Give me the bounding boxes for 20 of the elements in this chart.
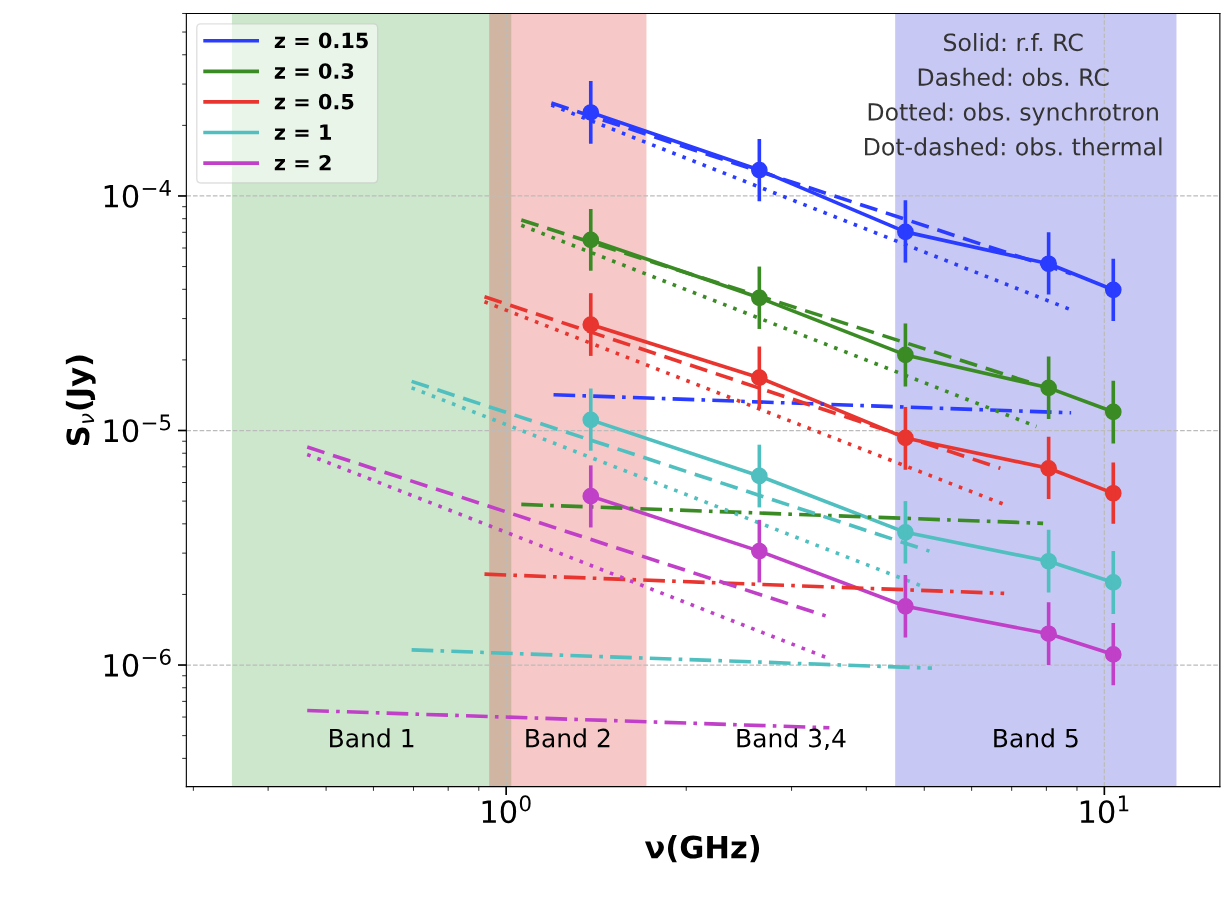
legend-label: z = 2 (274, 154, 331, 171)
band-label: Band 1 (330, 728, 414, 748)
legend-label: z = 0.15 (274, 32, 368, 49)
annotation: Solid: r.f. RC (944, 32, 1083, 52)
x-tick-label: 10$^{1}$ (1080, 795, 1129, 824)
x-tick-label: 10$^{0}$ (482, 795, 531, 824)
band-label: Band 2 (526, 728, 610, 748)
legend-label: z = 0.3 (274, 63, 354, 79)
y-axis-title: S$_{ν}$(Jy) (65, 355, 96, 446)
y-tick-label: 10$^{−6}$ (104, 648, 171, 677)
band-label: Band 5 (994, 728, 1078, 748)
y-tick-label: 10$^{−4}$ (104, 180, 171, 208)
annotation: Dotted: obs. synchrotron (868, 102, 1158, 126)
annotation: Dashed: obs. RC (918, 67, 1109, 87)
legend-label: z = 0.5 (274, 93, 354, 110)
x-axis-title: ν(GHz) (644, 835, 760, 863)
annotation: Dot-dashed: obs. thermal (865, 137, 1162, 156)
legend-label: z = 1 (274, 124, 331, 140)
y-tick-label: 10$^{−5}$ (104, 414, 171, 443)
annotation: Band 3,4 (737, 728, 846, 751)
